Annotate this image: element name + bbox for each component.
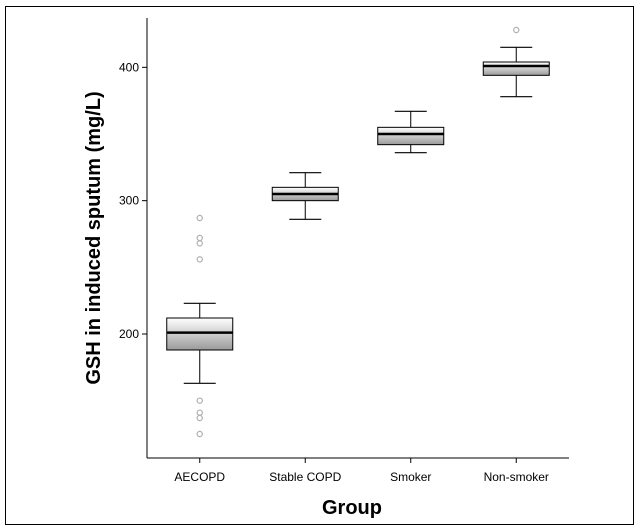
outlier-aecopd-7 <box>196 430 203 438</box>
outlier-aecopd-5 <box>196 409 203 416</box>
outlier-aecopd-1 <box>196 234 203 242</box>
outlier-non-smoker-0 <box>513 26 520 34</box>
outlier-aecopd-2 <box>196 240 203 247</box>
chart-frame <box>5 6 634 525</box>
x-axis-title: Group <box>322 497 382 519</box>
outlier-aecopd-6 <box>196 414 203 422</box>
outlier-aecopd-0 <box>196 214 203 222</box>
x-tick-label-smoker: Smoker <box>390 470 431 484</box>
x-tick-label-aecopd: AECOPD <box>174 470 225 484</box>
box-smoker <box>377 126 445 146</box>
y-axis-title: GSH in induced sputum (mg/L) <box>83 91 105 384</box>
y-tick-label-200: 200 <box>119 327 139 341</box>
x-tick-label-stable-copd: Stable COPD <box>269 470 341 484</box>
outlier-aecopd-4 <box>196 397 203 404</box>
x-tick-label-non-smoker: Non-smoker <box>484 470 549 484</box>
box-non-smoker <box>482 61 550 76</box>
box-aecopd <box>166 317 234 351</box>
outlier-aecopd-3 <box>196 256 203 263</box>
y-tick-label-300: 300 <box>119 194 139 208</box>
y-tick-label-400: 400 <box>119 60 139 74</box>
